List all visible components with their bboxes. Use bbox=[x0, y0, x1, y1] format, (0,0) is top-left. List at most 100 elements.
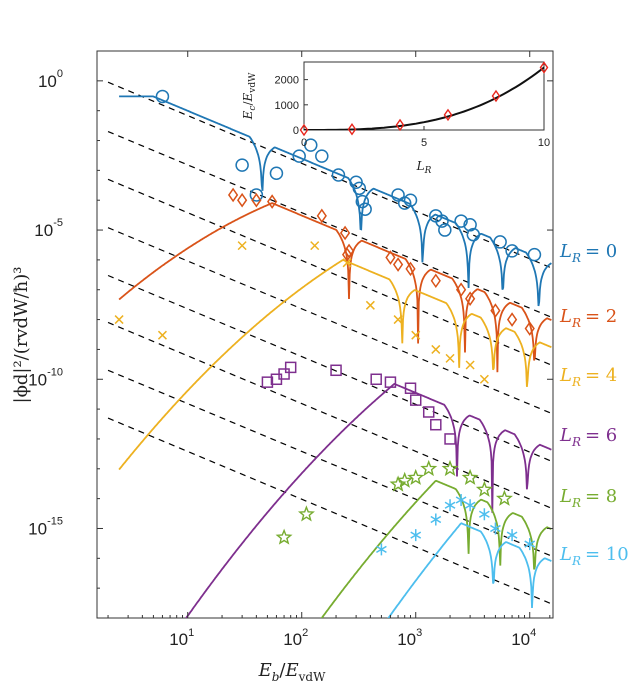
data-point bbox=[506, 312, 518, 327]
series-label: LR = 10 bbox=[559, 544, 629, 568]
data-point bbox=[114, 315, 124, 325]
data-point bbox=[430, 513, 442, 526]
fit-curve bbox=[320, 479, 552, 618]
series-label: LR = 8 bbox=[559, 486, 617, 510]
data-point bbox=[463, 218, 477, 232]
reference-line bbox=[107, 321, 553, 510]
data-point bbox=[430, 418, 442, 431]
inset-x-tick-label: 0 bbox=[301, 137, 307, 149]
data-point bbox=[155, 89, 170, 104]
series-labels: LR = 0 LR = 2 LR = 4 LR = 6 LR = 8 LR = 10 bbox=[559, 241, 629, 568]
reference-lines bbox=[107, 81, 553, 606]
data-point bbox=[343, 243, 355, 259]
data-point bbox=[431, 344, 441, 354]
inset-y-tick-label: 0 bbox=[293, 125, 299, 137]
inset-data-point bbox=[299, 123, 309, 137]
data-point bbox=[358, 202, 372, 216]
inset-x-tick-label: 5 bbox=[421, 137, 427, 149]
data-point bbox=[420, 459, 438, 477]
data-point bbox=[527, 247, 542, 262]
fit-curve bbox=[387, 522, 552, 618]
data-point bbox=[464, 499, 476, 512]
data-point bbox=[524, 321, 535, 336]
data-point bbox=[157, 330, 167, 340]
data-point bbox=[461, 468, 479, 485]
fit-curve bbox=[118, 202, 552, 373]
data-point bbox=[524, 538, 536, 551]
inset-y-axis-label: Ec/EvdW bbox=[241, 72, 258, 120]
data-point bbox=[389, 475, 407, 492]
data-point bbox=[331, 168, 346, 182]
inset-y-tick-label: 1000 bbox=[275, 100, 299, 112]
data-point bbox=[235, 158, 249, 172]
reference-line bbox=[107, 227, 553, 415]
data-point bbox=[411, 330, 421, 340]
data-point bbox=[355, 194, 370, 209]
data-point bbox=[455, 493, 467, 506]
data-point bbox=[410, 529, 422, 542]
data-point bbox=[396, 471, 414, 488]
data-point bbox=[465, 291, 476, 307]
data-point bbox=[384, 376, 397, 388]
inset-background bbox=[303, 61, 545, 131]
inset-x-tick-label: 10 bbox=[538, 137, 550, 149]
series-label: LR = 0 bbox=[559, 241, 617, 265]
inset-data-point bbox=[347, 123, 357, 136]
data-point bbox=[330, 364, 342, 377]
reference-line bbox=[107, 178, 553, 367]
data-point bbox=[465, 360, 475, 370]
data-point bbox=[310, 241, 320, 251]
data-point bbox=[404, 382, 417, 394]
data-point bbox=[341, 247, 353, 262]
inset-data-point bbox=[443, 108, 453, 122]
data-point bbox=[490, 303, 501, 318]
reference-line bbox=[107, 417, 553, 606]
data-point bbox=[292, 149, 306, 163]
series-label: LR = 2 bbox=[559, 306, 617, 330]
data-point bbox=[315, 149, 329, 163]
fit-curves bbox=[118, 95, 552, 618]
data-point bbox=[237, 241, 247, 251]
data-point bbox=[422, 406, 435, 418]
data-point bbox=[275, 528, 293, 545]
data-point bbox=[405, 261, 416, 277]
data-point bbox=[227, 187, 239, 203]
data-point bbox=[278, 368, 290, 380]
data-point bbox=[249, 188, 264, 202]
data-point bbox=[444, 433, 456, 445]
data-point bbox=[495, 489, 513, 506]
inset-data-point bbox=[539, 61, 549, 74]
y-tick-label: 10-15 bbox=[28, 515, 63, 538]
data-point bbox=[304, 138, 318, 152]
data-point bbox=[435, 214, 449, 228]
data-point bbox=[407, 468, 425, 485]
data-point bbox=[339, 225, 351, 241]
data-point bbox=[385, 250, 396, 265]
data-point bbox=[455, 282, 467, 298]
y-tick-label: 100 bbox=[38, 68, 63, 91]
data-point bbox=[506, 529, 518, 542]
fit-curve bbox=[118, 259, 552, 471]
reference-line bbox=[107, 130, 553, 319]
data-point bbox=[454, 214, 468, 228]
data-point bbox=[251, 192, 262, 208]
data-markers bbox=[114, 89, 542, 556]
data-point bbox=[370, 373, 382, 386]
data-point bbox=[490, 522, 501, 535]
inset-data-point bbox=[491, 89, 501, 103]
x-axis-ticks: 101 102 103 104 bbox=[107, 51, 551, 649]
data-point bbox=[284, 361, 297, 374]
data-point bbox=[391, 188, 405, 202]
data-point bbox=[478, 508, 490, 521]
data-point bbox=[466, 227, 481, 242]
fit-curve bbox=[185, 382, 552, 618]
data-point bbox=[342, 258, 352, 268]
x-axis-label: Eb/EvdW bbox=[258, 660, 327, 684]
y-tick-label: 10-10 bbox=[28, 366, 63, 389]
inset-data-point bbox=[395, 118, 405, 132]
x-tick-label: 103 bbox=[397, 627, 422, 649]
data-point bbox=[267, 194, 278, 209]
inset-x-axis-label: LR bbox=[416, 159, 432, 176]
